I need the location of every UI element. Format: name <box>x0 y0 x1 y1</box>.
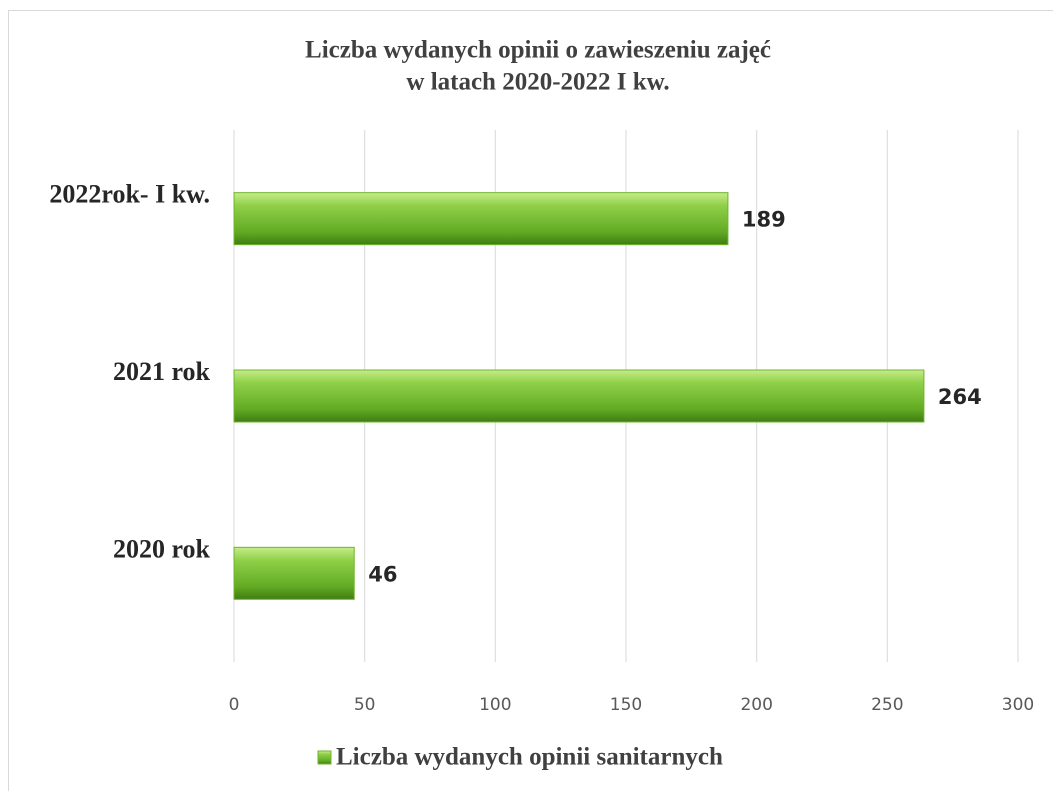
x-tick-label: 150 <box>610 695 642 715</box>
x-tick-label: 0 <box>229 695 240 715</box>
bar <box>233 369 925 423</box>
x-tick-label: 50 <box>354 695 376 715</box>
chart-frame <box>8 10 1053 791</box>
value-label: 189 <box>742 208 786 232</box>
legend-label: Liczba wydanych opinii sanitarnych <box>336 744 723 771</box>
x-tick-label: 250 <box>871 695 903 715</box>
value-label: 264 <box>938 385 982 409</box>
y-tick-label: 2021 rok <box>113 357 211 386</box>
bar <box>233 546 355 600</box>
chart-title: Liczba wydanych opinii o zawieszeniu zaj… <box>305 37 771 64</box>
y-tick-label: 2022rok- I kw. <box>49 180 210 209</box>
x-tick-label: 300 <box>1002 695 1034 715</box>
chart-title: w latach 2020-2022 I kw. <box>406 69 669 96</box>
value-label: 46 <box>368 562 397 586</box>
x-tick-label: 100 <box>479 695 511 715</box>
bar <box>233 192 729 246</box>
x-tick-label: 200 <box>740 695 772 715</box>
legend-swatch <box>317 750 332 765</box>
y-tick-label: 2020 rok <box>113 534 211 563</box>
